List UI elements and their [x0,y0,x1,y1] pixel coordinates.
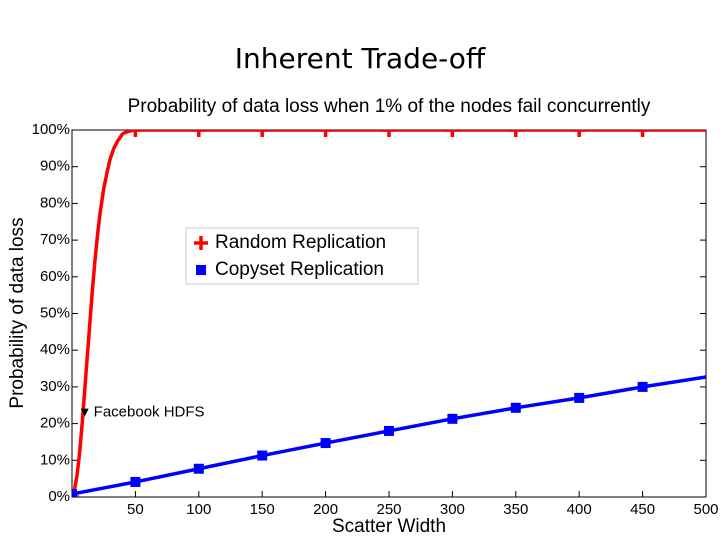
legend-label: Random Replication [215,232,386,253]
marker-point [191,130,206,137]
marker [193,463,204,474]
marker [320,438,331,449]
marker-point [508,130,523,137]
marker-point [128,130,143,137]
marker-point [447,413,458,424]
marker-point [255,130,270,137]
y-tick-label: 50% [40,304,70,321]
marker [508,130,523,137]
x-tick-label: 450 [630,501,655,518]
y-axis-label: Probability of data loss [7,217,28,408]
x-tick-label: 200 [313,501,338,518]
legend-marker [194,236,208,250]
x-tick-label: 100 [186,501,211,518]
marker-point [193,463,204,474]
marker-point [637,381,648,392]
marker [128,130,143,137]
marker [191,130,206,137]
marker-point [572,130,587,137]
marker [130,476,141,487]
y-tick-label: 30% [40,378,70,395]
marker-point [130,476,141,487]
x-axis-label: Scatter Width [332,516,446,537]
marker-point [72,489,77,497]
slide-title: Inherent Trade-off [235,42,486,75]
marker [447,413,458,424]
x-tick-label: 50 [127,501,144,518]
y-tick-label: 80% [40,194,70,211]
x-tick-label: 400 [567,501,592,518]
marker-point [384,425,394,436]
legend-label: Copyset Replication [215,259,384,280]
plot-frame [71,129,707,498]
x-tick-label: 150 [250,501,275,518]
marker [574,392,585,403]
marker [257,450,268,461]
legend-entry: Random Replication [194,232,386,253]
marker [255,130,270,137]
marker [382,130,396,137]
marker-point [382,130,396,137]
y-tick-label: 90% [40,158,70,175]
x-tick-label: 500 [693,501,718,518]
y-tick-label: 70% [40,231,70,248]
y-tick-label: 20% [40,415,70,432]
x-tick-label: 350 [503,501,528,518]
marker-point [318,130,333,137]
annotation-arrow [80,408,89,417]
annotation: Facebook HDFS [94,404,205,421]
x-tick-label: 300 [440,501,465,518]
marker [445,130,460,137]
marker-point [445,130,460,137]
marker [318,130,333,137]
legend-entry: Copyset Replication [196,259,384,280]
marker [510,402,521,413]
y-tick-label: 0% [48,488,70,505]
series-line [72,130,706,497]
chart-title: Probability of data loss when 1% of the … [128,96,651,117]
y-tick-label: 40% [40,341,70,358]
plot-area [72,130,706,497]
marker [384,425,394,436]
marker [572,130,587,137]
x-tick-label: 250 [376,501,401,518]
y-tick-label: 10% [40,451,70,468]
y-tick-label: 60% [40,268,70,285]
legend-marker [196,265,206,275]
marker-point [635,130,650,137]
marker [635,130,650,137]
marker [72,489,77,497]
marker-point [510,402,521,413]
y-tick-label: 100% [32,121,70,138]
marker-point [320,438,331,449]
marker-point [574,392,585,403]
legend-box [185,227,419,285]
marker [637,381,648,392]
marker-point [257,450,268,461]
